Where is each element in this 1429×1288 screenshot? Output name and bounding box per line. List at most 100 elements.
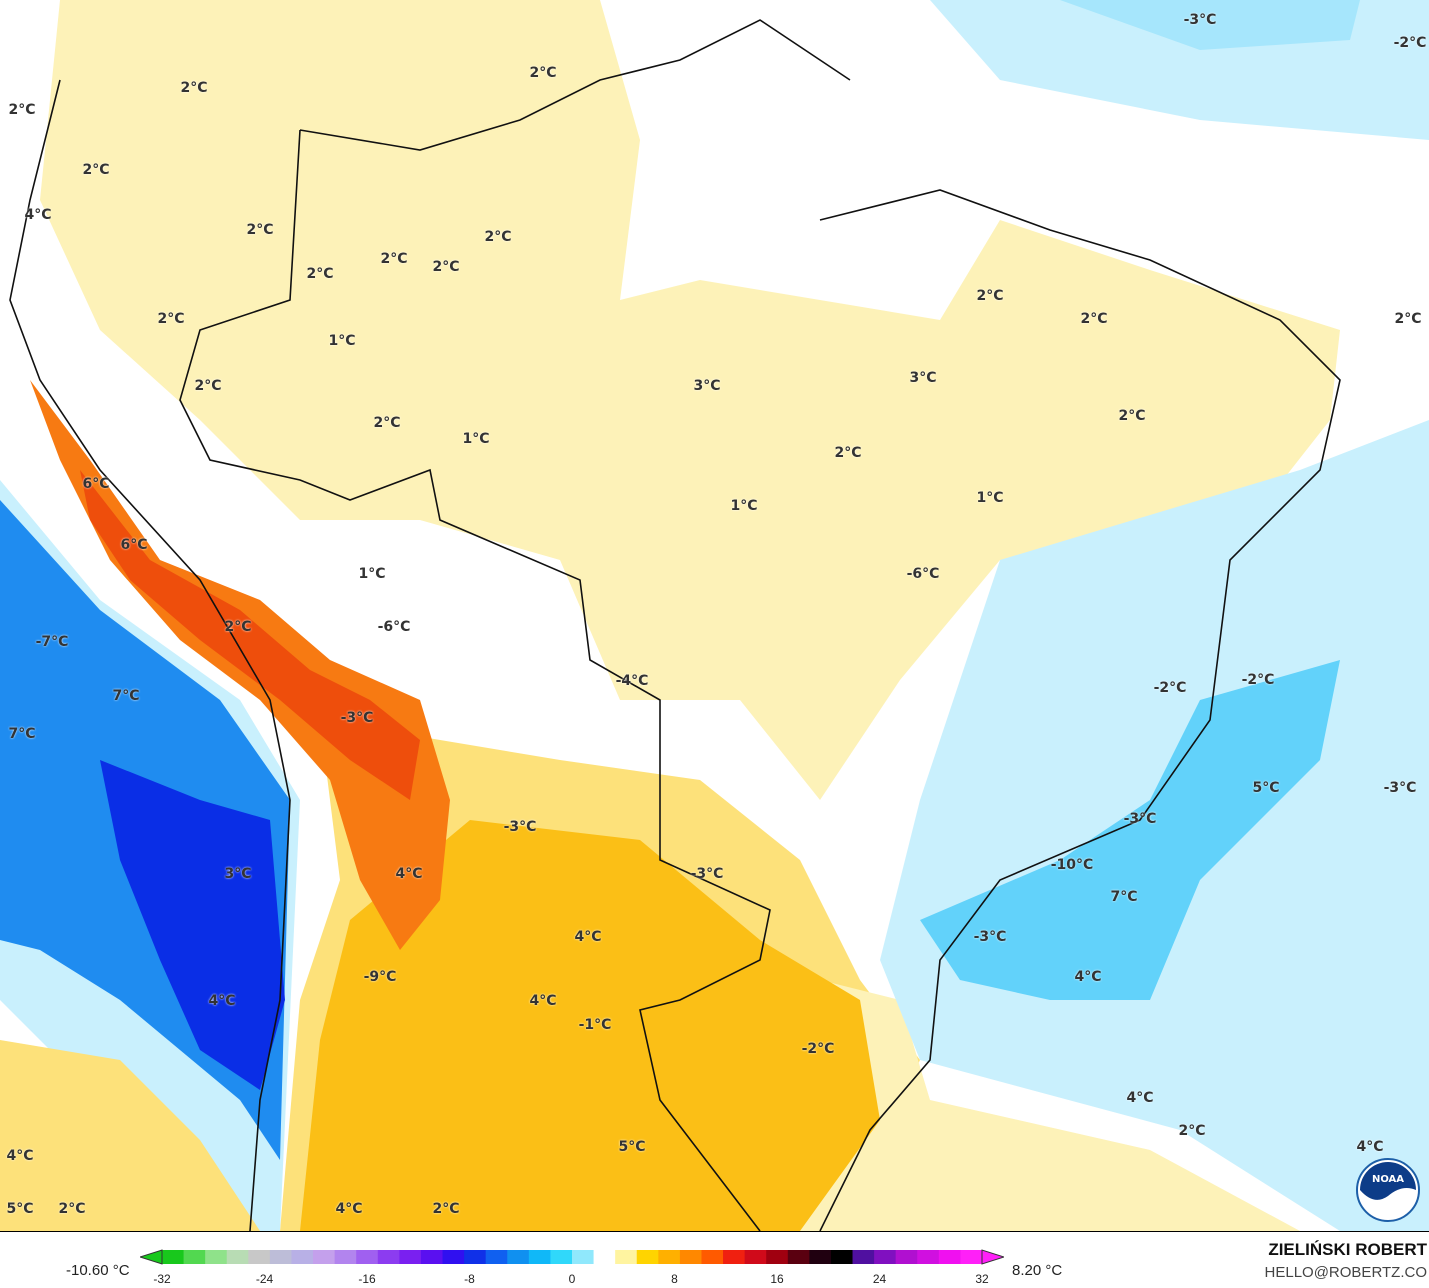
temperature-label: 4°C bbox=[529, 993, 557, 1009]
colorbar-segment bbox=[852, 1250, 875, 1264]
temperature-anomaly-map: 2°C 2°C 2°C 2°C -3°C -2°C 4°C 2°C 2°C 2°C 2°C 2°C 2°… bbox=[0, 0, 1429, 1232]
temperature-label: 1°C bbox=[328, 333, 356, 349]
temperature-label: -2°C bbox=[1393, 35, 1427, 51]
temperature-label: -2°C bbox=[801, 1041, 835, 1057]
temperature-label: 2°C bbox=[8, 102, 36, 118]
colorbar-segment bbox=[399, 1250, 422, 1264]
noaa-logo: NOAA bbox=[1356, 1158, 1420, 1222]
colorbar-arrow bbox=[140, 1249, 163, 1265]
colorbar-tick-label: -24 bbox=[255, 1272, 274, 1286]
svg-text:NOAA: NOAA bbox=[1372, 1174, 1404, 1185]
temperature-label: 2°C bbox=[306, 266, 334, 282]
orange-region bbox=[300, 820, 880, 1231]
temperature-label: 2°C bbox=[834, 445, 862, 461]
warm-region-north bbox=[40, 0, 1340, 800]
colorbar-segment bbox=[658, 1250, 681, 1264]
temperature-label: 2°C bbox=[432, 1201, 460, 1217]
temperature-label: 3°C bbox=[224, 866, 252, 882]
colorbar-segment bbox=[895, 1250, 918, 1264]
temperature-label: 2°C bbox=[380, 251, 408, 267]
temperature-label: 2°C bbox=[1178, 1123, 1206, 1139]
max-value-label: 8.20 °C bbox=[1012, 1262, 1063, 1279]
colorbar-tick-label: 24 bbox=[872, 1272, 887, 1286]
temperature-label: 4°C bbox=[395, 866, 423, 882]
temperature-label: 7°C bbox=[1110, 889, 1138, 905]
temperature-label: 4°C bbox=[335, 1201, 363, 1217]
colorbar-segment bbox=[248, 1250, 271, 1264]
temperature-label: 4°C bbox=[24, 207, 52, 223]
cold-core-region bbox=[100, 760, 285, 1090]
colorbar-segment bbox=[787, 1250, 810, 1264]
map-canvas bbox=[0, 0, 1429, 1232]
colorbar-segment bbox=[485, 1250, 508, 1264]
colorbar-segment bbox=[420, 1250, 444, 1264]
colorbar-segment bbox=[313, 1250, 336, 1264]
colorbar-tick-label: -8 bbox=[464, 1272, 475, 1286]
min-value-label: -10.60 °C bbox=[66, 1262, 130, 1279]
colorbar-segment bbox=[723, 1250, 746, 1264]
colorbar-segment bbox=[183, 1250, 206, 1264]
temperature-label: -3°C bbox=[1123, 811, 1157, 827]
colorbar-tick-label: 8 bbox=[671, 1272, 678, 1286]
cool-region-north bbox=[1060, 0, 1360, 50]
temperature-label: 2°C bbox=[432, 259, 460, 275]
temperature-label: -3°C bbox=[1183, 12, 1217, 28]
temperature-label: 6°C bbox=[120, 537, 148, 553]
colorbar-tick-label: 0 bbox=[568, 1272, 576, 1286]
colorbar-tick-label: 16 bbox=[770, 1272, 784, 1286]
temperature-label: -6°C bbox=[377, 619, 411, 635]
colorbar-segment bbox=[766, 1250, 789, 1264]
temperature-label: -10°C bbox=[1050, 857, 1094, 873]
temperature-label: 6°C bbox=[82, 476, 110, 492]
temperature-label: 4°C bbox=[208, 993, 236, 1009]
temperature-label: 2°C bbox=[1394, 311, 1422, 327]
warm-region-pacific-south bbox=[0, 1040, 260, 1231]
colorbar-segment bbox=[464, 1250, 487, 1264]
colorbar-tick-label: -32 bbox=[153, 1272, 171, 1286]
colorbar-segment bbox=[593, 1250, 616, 1264]
colorbar-segment bbox=[744, 1250, 767, 1264]
temperature-label: -2°C bbox=[1153, 680, 1187, 696]
coastline-east bbox=[819, 189, 1341, 1232]
colorbar-segment bbox=[269, 1250, 292, 1264]
temperature-label: 5°C bbox=[618, 1139, 646, 1155]
temperature-label: 4°C bbox=[6, 1148, 34, 1164]
temperature-label: -3°C bbox=[1383, 780, 1417, 796]
temperature-label: 1°C bbox=[730, 498, 758, 514]
colorbar-segment bbox=[615, 1250, 638, 1264]
anomaly-fill bbox=[0, 0, 1429, 1231]
colorbar-segment bbox=[938, 1250, 961, 1264]
temperature-label: 3°C bbox=[909, 370, 937, 386]
colorbar-segment bbox=[550, 1250, 573, 1264]
temperature-label: 4°C bbox=[1126, 1090, 1154, 1106]
temperature-label: -9°C bbox=[363, 969, 397, 985]
colorbar-segment bbox=[809, 1250, 832, 1264]
author-email: HELLO@ROBERTZ.CO bbox=[1264, 1264, 1427, 1281]
temperature-label: 2°C bbox=[157, 311, 185, 327]
colorbar-segment bbox=[356, 1250, 379, 1264]
cool-region-east bbox=[920, 660, 1340, 1000]
temperature-label: -3°C bbox=[503, 819, 537, 835]
temperature-label: 2°C bbox=[484, 229, 512, 245]
temperature-label: 4°C bbox=[1074, 969, 1102, 985]
temperature-label: -4°C bbox=[615, 673, 649, 689]
colorbar-segment bbox=[830, 1250, 854, 1264]
temperature-label: -3°C bbox=[340, 710, 374, 726]
temperature-label: 7°C bbox=[112, 688, 140, 704]
legend: -10.60 °C -32 -24 -16 -8 0 8 16 24 32 8.20 °C ZI… bbox=[0, 1231, 1429, 1288]
colorbar-tick-label: -16 bbox=[358, 1272, 376, 1286]
temperature-label: 4°C bbox=[1356, 1139, 1384, 1155]
temperature-label: -2°C bbox=[1241, 672, 1275, 688]
temperature-label: 2°C bbox=[224, 619, 252, 635]
colorbar-segment bbox=[291, 1250, 314, 1264]
colorbar-segment bbox=[917, 1250, 940, 1264]
temperature-label: 5°C bbox=[1252, 780, 1280, 796]
coastline-west bbox=[9, 79, 291, 1232]
colorbar-segment bbox=[701, 1250, 724, 1264]
colorbar-arrow bbox=[981, 1249, 1004, 1265]
temperature-label: 2°C bbox=[180, 80, 208, 96]
temperature-label: 3°C bbox=[693, 378, 721, 394]
colorbar-segment bbox=[377, 1250, 400, 1264]
temperature-label: 2°C bbox=[373, 415, 401, 431]
author-credit: ZIELIŃSKI ROBERT bbox=[1268, 1240, 1427, 1259]
